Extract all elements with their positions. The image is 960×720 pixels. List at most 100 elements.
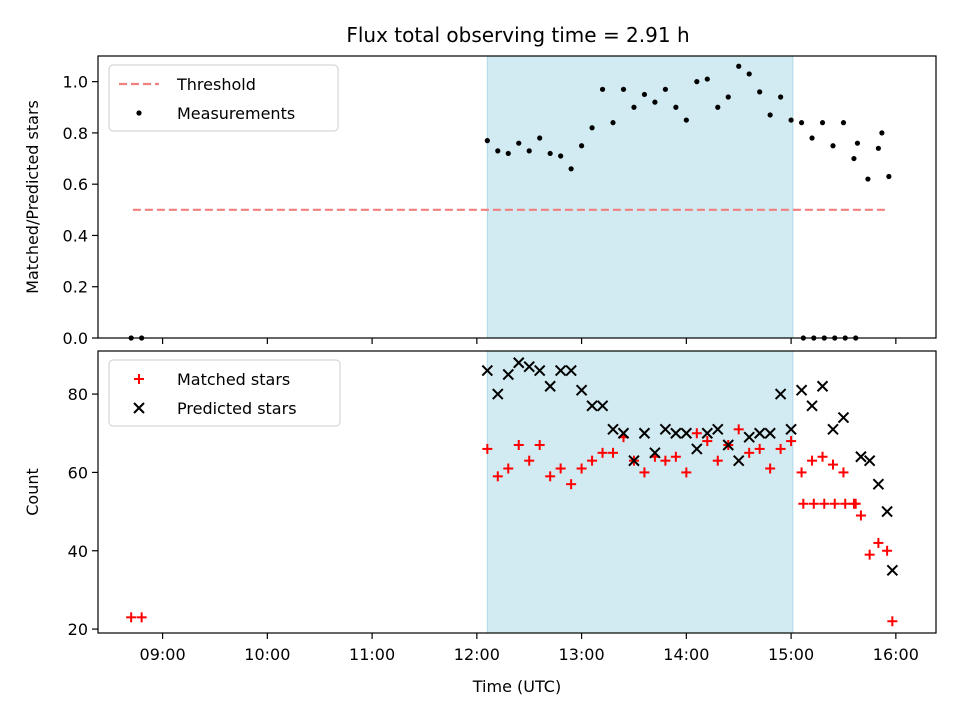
matched-star-point [786,436,797,447]
y-tick-label: 0.8 [63,124,88,143]
measurement-point [757,89,763,95]
legend-box [108,64,339,132]
predicted-star-point [628,454,640,467]
matched-star-point [670,451,681,462]
x-b [827,423,839,436]
measurement-point [547,150,553,157]
predicted-star-point [863,454,876,467]
matched-star-point [513,440,524,450]
x-b [863,454,876,467]
matched-star-point [639,467,650,478]
matched-star-point [587,455,598,466]
measurement-point [788,117,794,123]
predicted-star-point [617,427,630,439]
measurement-point [865,176,871,182]
x-b [617,427,630,439]
matched-star-point [855,510,866,521]
predicted-star-point [886,564,899,577]
axes-frame [97,350,937,634]
legend-label: Predicted stars [177,399,297,418]
predicted-star-point [722,439,734,451]
matched-star-point [882,545,893,556]
predicted-star-point [523,360,535,373]
x-b [753,427,766,439]
measurement-point [851,155,857,162]
predicted-star-point [733,454,745,467]
matched-star-point [765,463,776,474]
x-b [722,439,734,451]
predicted-star-point [680,427,693,439]
x-tick-label: 11:00 [349,645,395,664]
y-axis-label: Count [23,468,42,516]
matched-star-point [702,436,713,447]
matched-star-point [555,463,566,474]
x-tick-label: 12:00 [454,645,500,664]
matched-star-point [754,443,765,454]
predicted-star-point [774,388,787,400]
x-b [795,384,808,396]
predicted-star-point [565,364,577,377]
measurement-point [526,148,532,154]
x-b [502,368,514,381]
x-b [649,447,661,459]
x-b [607,423,619,436]
matched-star-point [534,440,545,450]
matched-star-point [827,459,838,470]
x-b [774,388,787,400]
matched-star-point [126,612,137,623]
y-tick-label: 0.2 [63,278,88,297]
matched-star-point [576,463,587,474]
matched-star-point [681,467,692,478]
matched-star-point [744,447,755,458]
measurement-point [558,153,564,159]
y-tick-label: 60 [68,463,88,482]
x-tick-label: 10:00 [244,645,290,664]
matched-star-point [817,451,828,462]
x-b [886,564,899,577]
measurement-point [704,76,710,82]
legend-label: Measurements [177,104,295,123]
predicted-star-point [816,380,829,392]
measurement-point [809,135,815,141]
x-b [670,427,682,439]
y-tick-label: 40 [68,542,88,561]
predicted-star-point [544,380,556,392]
matched-star-point [873,537,884,548]
bottom-panel: 20 40 60 80 09:00 10:00 11:00 12:00 13:00 14:00 15… [23,350,937,696]
matched-star-point [887,616,898,627]
predicted-star-point [691,443,703,455]
matched-star-point [838,467,849,478]
y-axis-label: Matched/Predicted stars [23,100,42,294]
predicted-star-point [596,400,609,412]
legend: Threshold Measurements [108,64,339,132]
predicted-star-point [827,423,839,436]
x-tick-label: 16:00 [873,645,919,664]
predicted-star-point [795,384,808,396]
x-b [881,505,893,518]
measurement-point [694,79,700,85]
y-tick-label: 0.6 [63,175,88,194]
measurement-point [819,120,826,126]
matched-star-point [660,455,671,466]
x-b [513,357,525,369]
predicted-star-point [481,364,494,377]
x-b [596,400,609,412]
matched-star-point [819,498,830,509]
x-b [816,380,829,392]
matched-star-point [733,424,744,435]
measurement-point [589,125,595,131]
predicted-star-point [753,427,766,439]
predicted-star-point [607,423,619,436]
measurement-point [767,112,773,118]
legend-box [108,359,341,427]
x-b [575,384,588,396]
measurement-point [599,86,606,92]
x-b [638,427,651,439]
matched-star-point [566,479,577,490]
matched-star-point [597,447,608,458]
measurement-point [537,135,543,141]
x-b [691,443,703,455]
x-tick-label: 13:00 [559,645,605,664]
predicted-star-point [881,505,893,518]
predicted-star-point [670,427,682,439]
